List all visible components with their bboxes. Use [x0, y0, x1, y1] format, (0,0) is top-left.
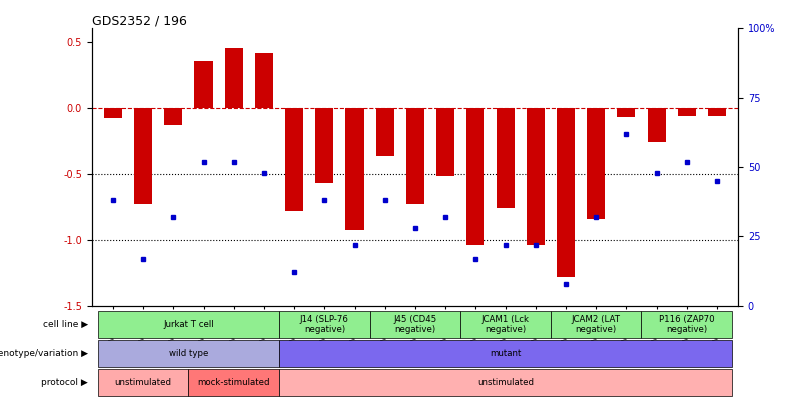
Text: wild type: wild type: [168, 349, 208, 358]
Bar: [466, 108, 484, 245]
Bar: [557, 108, 575, 277]
Bar: [527, 108, 545, 245]
Text: protocol ▶: protocol ▶: [41, 378, 88, 387]
Bar: [376, 108, 394, 156]
Text: J14 (SLP-76
negative): J14 (SLP-76 negative): [300, 315, 349, 334]
Bar: [618, 108, 635, 117]
Text: J45 (CD45
negative): J45 (CD45 negative): [393, 315, 437, 334]
Text: JCAM1 (Lck
negative): JCAM1 (Lck negative): [481, 315, 530, 334]
Bar: [436, 108, 454, 176]
FancyBboxPatch shape: [460, 311, 551, 338]
Bar: [255, 53, 273, 108]
Bar: [195, 62, 212, 108]
Bar: [164, 108, 183, 125]
Bar: [678, 108, 696, 115]
Bar: [346, 108, 364, 230]
FancyBboxPatch shape: [188, 369, 279, 396]
FancyBboxPatch shape: [279, 311, 369, 338]
Bar: [406, 108, 424, 204]
Text: unstimulated: unstimulated: [115, 378, 172, 387]
Text: mock-stimulated: mock-stimulated: [197, 378, 270, 387]
FancyBboxPatch shape: [279, 369, 732, 396]
Text: GDS2352 / 196: GDS2352 / 196: [92, 14, 187, 27]
Bar: [496, 108, 515, 208]
Bar: [315, 108, 334, 183]
FancyBboxPatch shape: [551, 311, 642, 338]
Bar: [647, 108, 666, 142]
Text: cell line ▶: cell line ▶: [42, 320, 88, 329]
FancyBboxPatch shape: [369, 311, 460, 338]
Bar: [104, 108, 122, 118]
Text: Jurkat T cell: Jurkat T cell: [163, 320, 214, 329]
Bar: [225, 48, 243, 108]
Bar: [708, 108, 726, 115]
FancyBboxPatch shape: [642, 311, 732, 338]
FancyBboxPatch shape: [98, 340, 279, 367]
Bar: [134, 108, 152, 204]
Text: JCAM2 (LAT
negative): JCAM2 (LAT negative): [571, 315, 621, 334]
Text: mutant: mutant: [490, 349, 521, 358]
Text: unstimulated: unstimulated: [477, 378, 534, 387]
Bar: [285, 108, 303, 211]
Text: P116 (ZAP70
negative): P116 (ZAP70 negative): [659, 315, 715, 334]
FancyBboxPatch shape: [98, 311, 279, 338]
FancyBboxPatch shape: [279, 340, 732, 367]
Text: genotype/variation ▶: genotype/variation ▶: [0, 349, 88, 358]
FancyBboxPatch shape: [98, 369, 188, 396]
Bar: [587, 108, 605, 219]
